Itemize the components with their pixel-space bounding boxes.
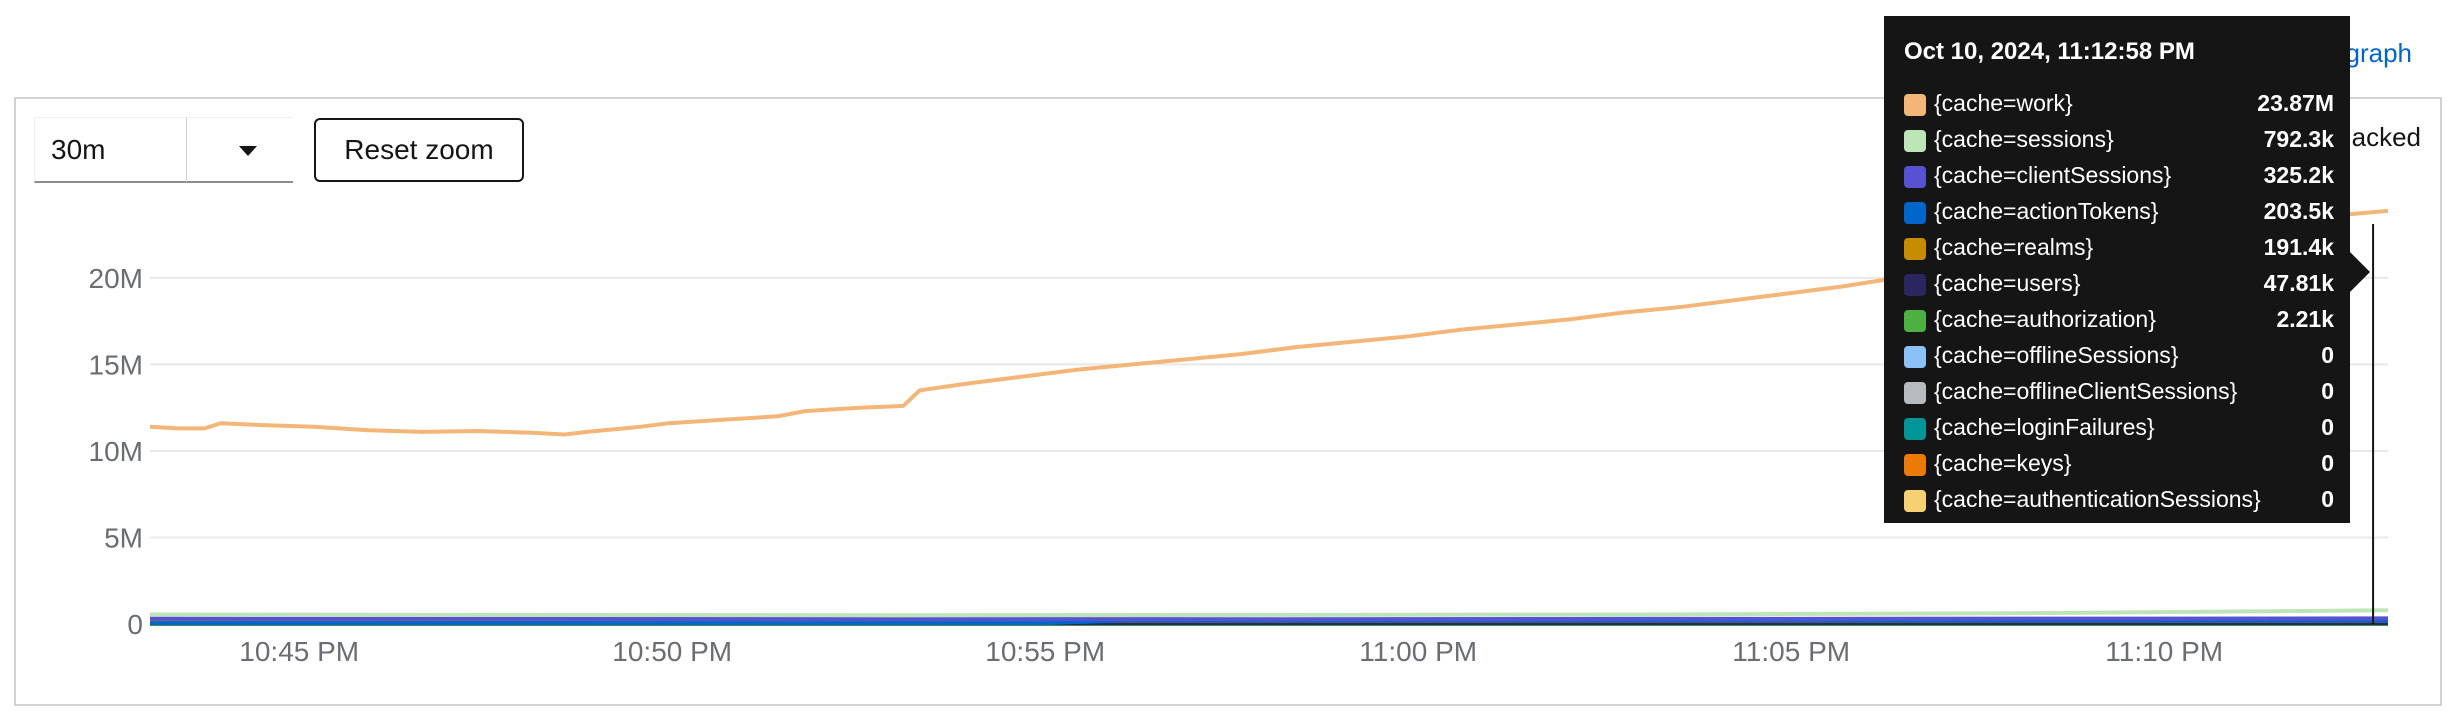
time-range-value: 30m bbox=[51, 134, 106, 165]
x-tick-label: 10:55 PM bbox=[985, 636, 1105, 667]
tooltip-series-value: 0 bbox=[2321, 414, 2334, 440]
legend-swatch-icon bbox=[1904, 166, 1926, 188]
x-tick-label: 11:00 PM bbox=[1359, 636, 1477, 667]
tooltip-series-value: 23.87M bbox=[2257, 90, 2334, 116]
tooltip-row: {cache=offlineSessions} 0 bbox=[1904, 338, 2334, 374]
tooltip-row: {cache=clientSessions} 325.2k bbox=[1904, 158, 2334, 194]
y-tick-label: 10M bbox=[89, 436, 143, 467]
tooltip-row: {cache=keys} 0 bbox=[1904, 446, 2334, 482]
y-tick-label: 15M bbox=[89, 349, 143, 380]
tooltip-series-name: {cache=realms} bbox=[1934, 234, 2094, 260]
tooltip-series-name: {cache=offlineClientSessions} bbox=[1934, 378, 2238, 404]
tooltip-series-name: {cache=clientSessions} bbox=[1934, 162, 2172, 188]
x-tick-label: 11:05 PM bbox=[1732, 636, 1850, 667]
y-tick-label: 5M bbox=[104, 522, 143, 553]
y-tick-label: 0 bbox=[127, 609, 143, 640]
legend-swatch-icon bbox=[1904, 94, 1926, 116]
legend-swatch-icon bbox=[1904, 346, 1926, 368]
tooltip-series-value: 191.4k bbox=[2263, 234, 2334, 260]
tooltip-row: {cache=sessions} 792.3k bbox=[1904, 122, 2334, 158]
legend-swatch-icon bbox=[1904, 274, 1926, 296]
tooltip-series-value: 47.81k bbox=[2263, 270, 2334, 296]
tooltip-row: {cache=authenticationSessions} 0 bbox=[1904, 482, 2334, 518]
stacked-checkbox-label[interactable]: acked bbox=[2351, 122, 2421, 152]
graph-link[interactable]: graph bbox=[2345, 38, 2413, 68]
tooltip-series-value: 325.2k bbox=[2263, 162, 2334, 188]
tooltip-series-name: {cache=authenticationSessions} bbox=[1934, 486, 2261, 512]
legend-swatch-icon bbox=[1904, 454, 1926, 476]
tooltip-series-value: 0 bbox=[2321, 450, 2334, 476]
tooltip-series-name: {cache=authorization} bbox=[1934, 306, 2156, 332]
x-tick-label: 10:45 PM bbox=[239, 636, 359, 667]
tooltip-series-name: {cache=offlineSessions} bbox=[1934, 342, 2179, 368]
tooltip-series-name: {cache=work} bbox=[1934, 90, 2073, 116]
series-line bbox=[149, 616, 2389, 622]
x-tick-label: 10:50 PM bbox=[612, 636, 732, 667]
tooltip-series-value: 203.5k bbox=[2263, 198, 2334, 224]
tooltip-row: {cache=actionTokens} 203.5k bbox=[1904, 194, 2334, 230]
tooltip-series-value: 2.21k bbox=[2276, 306, 2334, 332]
chart-tooltip: Oct 10, 2024, 11:12:58 PM {cache=work} 23… bbox=[1884, 16, 2370, 523]
tooltip-series-value: 0 bbox=[2321, 342, 2334, 368]
tooltip-row: {cache=offlineClientSessions} 0 bbox=[1904, 374, 2334, 410]
reset-zoom-button[interactable]: Reset zoom bbox=[314, 118, 524, 182]
series-line bbox=[149, 608, 2389, 618]
legend-swatch-icon bbox=[1904, 130, 1926, 152]
tooltip-row: {cache=authorization} 2.21k bbox=[1904, 302, 2334, 338]
tooltip-series-name: {cache=loginFailures} bbox=[1934, 414, 2155, 440]
x-tick-label: 11:10 PM bbox=[2105, 636, 2223, 667]
tooltip-series-name: {cache=actionTokens} bbox=[1934, 198, 2159, 224]
tooltip-series-name: {cache=sessions} bbox=[1934, 126, 2114, 152]
legend-swatch-icon bbox=[1904, 238, 1926, 260]
legend-swatch-icon bbox=[1904, 310, 1926, 332]
legend-swatch-icon bbox=[1904, 202, 1926, 224]
y-tick-label: 20M bbox=[89, 263, 143, 294]
select-divider bbox=[186, 118, 187, 182]
tooltip-title: Oct 10, 2024, 11:12:58 PM bbox=[1904, 38, 2195, 65]
time-range-select[interactable]: 30m bbox=[34, 117, 293, 183]
legend-swatch-icon bbox=[1904, 382, 1926, 404]
tooltip-row: {cache=users} 47.81k bbox=[1904, 266, 2334, 302]
tooltip-series-name: {cache=keys} bbox=[1934, 450, 2072, 476]
tooltip-row: {cache=loginFailures} 0 bbox=[1904, 410, 2334, 446]
tooltip-series-value: 792.3k bbox=[2263, 126, 2334, 152]
caret-down-icon[interactable] bbox=[239, 146, 257, 156]
tooltip-row: {cache=realms} 191.4k bbox=[1904, 230, 2334, 266]
legend-swatch-icon bbox=[1904, 418, 1926, 440]
tooltip-series-value: 0 bbox=[2321, 486, 2334, 512]
legend-swatch-icon bbox=[1904, 490, 1926, 512]
tooltip-series-value: 0 bbox=[2321, 378, 2334, 404]
tooltip-series-name: {cache=users} bbox=[1934, 270, 2081, 296]
tooltip-row: {cache=work} 23.87M bbox=[1904, 86, 2334, 122]
